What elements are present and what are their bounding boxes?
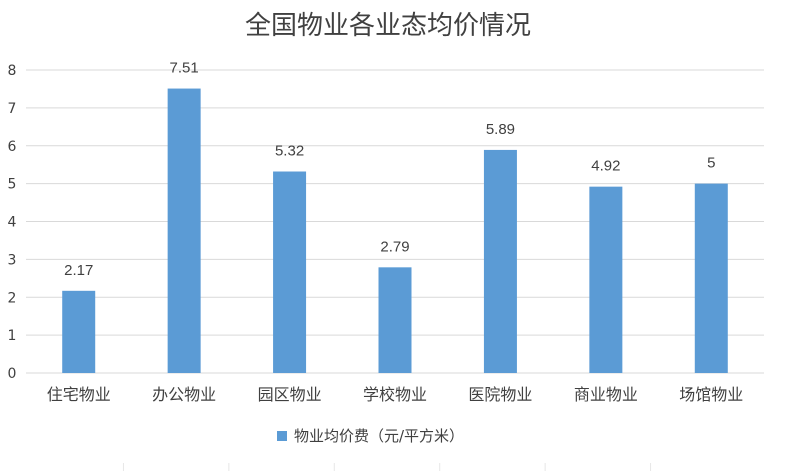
y-tick-label: 1 bbox=[8, 328, 17, 344]
y-tick-label: 2 bbox=[8, 290, 17, 306]
y-tick-label: 6 bbox=[8, 139, 17, 155]
chart-title: 全国物业各业态均价情况 bbox=[245, 11, 531, 41]
data-label: 5.89 bbox=[486, 121, 515, 138]
category-label: 住宅物业 bbox=[47, 385, 111, 404]
bars bbox=[62, 88, 728, 373]
bar bbox=[62, 290, 96, 373]
data-labels: 2.17 7.51 5.32 2.79 5.89 4.92 5 bbox=[64, 60, 715, 279]
legend-label: 物业均价费（元/平方米） bbox=[294, 427, 464, 445]
data-label: 7.51 bbox=[170, 60, 199, 77]
y-axis-tick-labels: 0 1 2 3 4 5 6 7 8 bbox=[8, 63, 17, 382]
data-label: 2.79 bbox=[380, 238, 409, 255]
y-tick-label: 5 bbox=[8, 177, 17, 193]
gridlines bbox=[26, 69, 764, 374]
data-label: 2.17 bbox=[64, 262, 93, 279]
legend-swatch bbox=[277, 431, 287, 441]
category-label: 园区物业 bbox=[258, 385, 322, 404]
bar bbox=[694, 183, 728, 373]
y-tick-label: 0 bbox=[8, 366, 17, 382]
legend: 物业均价费（元/平方米） bbox=[277, 427, 464, 445]
data-label: 4.92 bbox=[591, 158, 620, 175]
category-label: 场馆物业 bbox=[679, 385, 743, 404]
bottom-edge-ticks bbox=[122, 463, 652, 471]
bar bbox=[483, 149, 517, 373]
y-tick-label: 4 bbox=[8, 215, 17, 231]
category-label: 办公物业 bbox=[152, 385, 216, 404]
y-tick-label: 7 bbox=[8, 101, 17, 117]
bar bbox=[167, 88, 201, 373]
category-label: 学校物业 bbox=[363, 385, 427, 404]
y-tick-label: 3 bbox=[8, 252, 17, 268]
bar bbox=[378, 267, 412, 373]
bar bbox=[273, 171, 307, 373]
category-label: 商业物业 bbox=[574, 385, 638, 404]
category-label: 医院物业 bbox=[468, 385, 532, 404]
x-axis-category-labels: 住宅物业 办公物业 园区物业 学校物业 医院物业 商业物业 场馆物业 bbox=[47, 385, 744, 404]
y-tick-label: 8 bbox=[8, 63, 17, 79]
data-label: 5.32 bbox=[275, 143, 304, 160]
data-label: 5 bbox=[707, 155, 715, 172]
bar bbox=[589, 186, 623, 373]
